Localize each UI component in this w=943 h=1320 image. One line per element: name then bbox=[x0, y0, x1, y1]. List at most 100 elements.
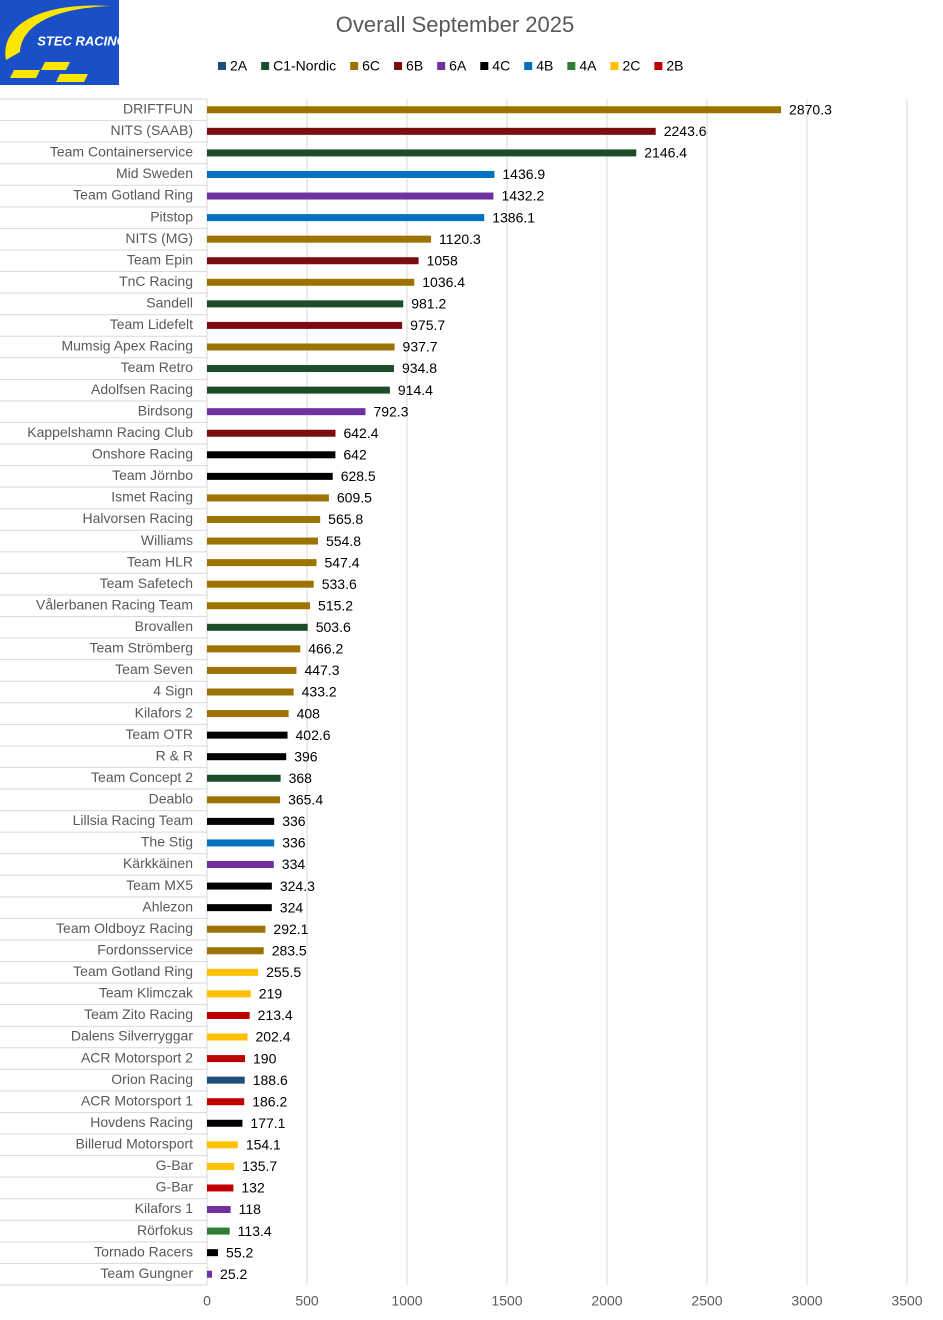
bar bbox=[207, 386, 390, 394]
bar bbox=[207, 278, 415, 286]
value-label: 213.4 bbox=[258, 1007, 293, 1023]
y-tick-label: Halvorsen Racing bbox=[83, 510, 194, 526]
legend-label: 2A bbox=[230, 58, 248, 74]
bar bbox=[207, 1206, 231, 1214]
value-label: 177.1 bbox=[250, 1115, 285, 1131]
legend-swatch bbox=[218, 62, 226, 70]
bar bbox=[207, 537, 318, 545]
value-label: 113.4 bbox=[238, 1223, 272, 1239]
bar bbox=[207, 839, 275, 847]
y-tick-label: NITS (SAAB) bbox=[111, 122, 193, 138]
value-label: 132 bbox=[241, 1180, 265, 1196]
value-label: 981.2 bbox=[411, 296, 446, 312]
legend-label: 4A bbox=[579, 58, 597, 74]
x-tick-label: 2500 bbox=[691, 1293, 722, 1309]
value-label: 609.5 bbox=[337, 490, 372, 506]
y-tick-label: ACR Motorsport 1 bbox=[81, 1092, 193, 1108]
bar bbox=[207, 1227, 230, 1235]
logo-text: STEC RACING bbox=[37, 33, 127, 48]
value-label: 2146.4 bbox=[644, 145, 687, 161]
value-label: 1036.4 bbox=[422, 274, 465, 290]
bar bbox=[207, 1119, 243, 1127]
y-tick-label: ACR Motorsport 2 bbox=[81, 1049, 193, 1065]
y-tick-label: Vålerbanen Racing Team bbox=[36, 596, 193, 612]
legend-swatch bbox=[524, 62, 533, 70]
x-tick-label: 3000 bbox=[791, 1293, 822, 1309]
y-tick-label: G-Bar bbox=[156, 1157, 194, 1173]
y-tick-label: Mumsig Apex Racing bbox=[61, 338, 193, 354]
x-tick-label: 1000 bbox=[391, 1293, 422, 1309]
value-label: 466.2 bbox=[308, 641, 343, 657]
value-label: 186.2 bbox=[252, 1093, 287, 1109]
bar bbox=[207, 990, 251, 998]
legend-swatch bbox=[654, 62, 663, 70]
legend-label: 2B bbox=[666, 58, 683, 74]
value-label: 368 bbox=[289, 770, 313, 786]
value-label: 334 bbox=[282, 856, 306, 872]
bar bbox=[207, 106, 782, 114]
chart-title: Overall September 2025 bbox=[336, 12, 574, 37]
y-tick-label: Team Concept 2 bbox=[91, 769, 193, 785]
bar bbox=[207, 580, 314, 588]
y-tick-label: Fordonsservice bbox=[97, 941, 193, 957]
value-label: 433.2 bbox=[302, 684, 337, 700]
value-label: 2243.6 bbox=[664, 123, 707, 139]
value-label: 934.8 bbox=[402, 360, 437, 376]
y-tick-label: Team Zito Racing bbox=[84, 1006, 193, 1022]
value-label: 154.1 bbox=[246, 1137, 281, 1153]
y-tick-label: Team Strömberg bbox=[90, 640, 193, 656]
bar bbox=[207, 515, 321, 523]
value-label: 565.8 bbox=[328, 511, 363, 527]
bar bbox=[207, 1270, 213, 1278]
value-label: 190 bbox=[253, 1050, 277, 1066]
bar bbox=[207, 1055, 245, 1063]
bar bbox=[207, 861, 274, 869]
x-tick-label: 2000 bbox=[591, 1293, 622, 1309]
bar bbox=[207, 1162, 235, 1170]
y-tick-label: Billerud Motorsport bbox=[76, 1136, 194, 1152]
x-tick-label: 500 bbox=[295, 1293, 319, 1309]
bar bbox=[207, 817, 275, 825]
y-tick-label: Rörfokus bbox=[137, 1222, 193, 1238]
bar bbox=[207, 753, 287, 761]
bar bbox=[207, 321, 403, 329]
y-tick-label: R & R bbox=[156, 747, 193, 763]
y-tick-label: Williams bbox=[141, 532, 193, 548]
y-tick-label: Mid Sweden bbox=[116, 165, 193, 181]
value-label: 255.5 bbox=[266, 964, 301, 980]
y-tick-label: Team Jörnbo bbox=[112, 467, 193, 483]
value-label: 55.2 bbox=[226, 1244, 253, 1260]
legend-label: 2C bbox=[622, 58, 640, 74]
value-label: 1386.1 bbox=[492, 209, 535, 225]
bar bbox=[207, 149, 637, 157]
value-label: 336 bbox=[282, 813, 306, 829]
x-tick-label: 3500 bbox=[891, 1293, 922, 1309]
value-label: 1120.3 bbox=[439, 231, 481, 247]
value-label: 792.3 bbox=[373, 403, 408, 419]
legend-label: C1-Nordic bbox=[273, 58, 336, 74]
y-tick-label: Team Seven bbox=[115, 661, 193, 677]
bar bbox=[207, 688, 294, 696]
y-tick-label: Team Retro bbox=[121, 359, 194, 375]
y-tick-label: Team Gungner bbox=[100, 1265, 193, 1281]
y-tick-label: Kappelshamn Racing Club bbox=[27, 424, 193, 440]
bar bbox=[207, 796, 281, 804]
y-tick-label: Kilafors 2 bbox=[135, 704, 194, 720]
y-tick-label: Team Gotland Ring bbox=[73, 963, 193, 979]
y-tick-label: Team Safetech bbox=[100, 575, 193, 591]
bar bbox=[207, 343, 395, 351]
y-tick-label: Team Klimczak bbox=[99, 985, 194, 1001]
y-tick-label: Team Containerservice bbox=[50, 144, 193, 160]
value-label: 283.5 bbox=[272, 942, 307, 958]
y-tick-label: Ahlezon bbox=[142, 898, 193, 914]
value-label: 2870.3 bbox=[789, 101, 832, 117]
legend-swatch bbox=[350, 62, 359, 70]
y-tick-label: Team Epin bbox=[127, 251, 193, 267]
bar bbox=[207, 666, 297, 674]
logo-flag bbox=[10, 62, 88, 82]
y-tick-label: Adolfsen Racing bbox=[91, 381, 193, 397]
bar bbox=[207, 774, 281, 782]
legend-swatch bbox=[261, 62, 270, 70]
bar bbox=[207, 494, 329, 502]
